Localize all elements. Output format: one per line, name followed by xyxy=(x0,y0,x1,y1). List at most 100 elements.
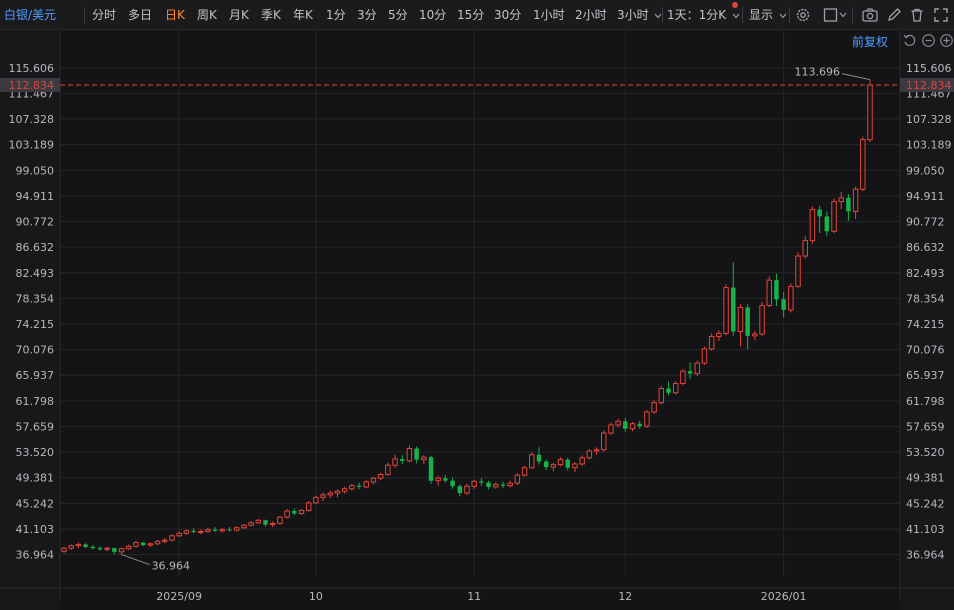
candle-body-down xyxy=(479,481,484,483)
candle-body-up xyxy=(313,496,319,504)
candle-body-up xyxy=(241,524,247,529)
settings-icon[interactable] xyxy=(794,6,812,24)
x-tick-label: 2025/09 xyxy=(156,590,202,603)
display-menu[interactable]: 显示 xyxy=(749,0,787,30)
candle-body-up xyxy=(550,464,557,468)
zoom-out-icon[interactable] xyxy=(921,33,936,48)
candle-body-up xyxy=(795,255,801,287)
candle-body-down xyxy=(227,529,232,531)
period-tab-11[interactable]: 10分 xyxy=(419,8,447,22)
candle-body-down xyxy=(731,287,736,332)
period-tab-15[interactable]: 2小时 xyxy=(575,8,607,22)
candle-body-down xyxy=(356,485,362,487)
y-tick-label-left: 86.632 xyxy=(16,241,55,254)
candle-body-down xyxy=(565,459,570,468)
square-icon[interactable] xyxy=(822,6,840,24)
period-tab-16-label: 3小时 xyxy=(617,8,649,22)
candle-body-up xyxy=(435,477,441,482)
candle-body-down xyxy=(824,216,830,232)
period-select[interactable]: 1天：1分K xyxy=(667,0,740,30)
candle-body-up xyxy=(658,387,665,404)
period-tab-13[interactable]: 30分 xyxy=(494,8,522,22)
price-chart[interactable]: 115.606 115.606 111.467 111.467 107.328 107.3… xyxy=(0,31,954,610)
current-price-label-left: 112.834 xyxy=(9,79,55,92)
period-tab-16[interactable]: 3小时 xyxy=(617,0,662,30)
trash-icon[interactable] xyxy=(908,6,926,24)
adjust-mode-button[interactable]: 前复权 xyxy=(852,35,889,49)
toolbar-divider xyxy=(789,7,790,23)
period-tab-5[interactable]: 月K xyxy=(229,8,249,22)
candle-body-up xyxy=(615,420,621,426)
candle-body-up xyxy=(392,458,398,466)
period-tab-9[interactable]: 3分 xyxy=(357,8,377,22)
candle-body-up xyxy=(644,411,650,427)
y-tick-label-right: 57.659 xyxy=(906,420,945,433)
candle-body-up xyxy=(154,540,161,545)
symbol-selector[interactable]: 白银/美元 xyxy=(4,0,56,30)
period-tab-12[interactable]: 15分 xyxy=(457,8,485,22)
y-tick-label-right: 103.189 xyxy=(906,139,952,152)
candle-body-up xyxy=(133,542,139,547)
max-annotation-line xyxy=(841,73,871,81)
candle-body-down xyxy=(846,197,851,212)
y-tick-label-right: 70.076 xyxy=(906,344,945,357)
chevron-down-icon[interactable] xyxy=(839,12,847,18)
period-tab-6[interactable]: 季K xyxy=(261,8,281,22)
candle-body-up xyxy=(867,84,873,141)
candle-body-up xyxy=(586,450,593,459)
y-tick-label-right: 115.606 xyxy=(906,62,952,75)
fullscreen-icon[interactable] xyxy=(932,6,950,24)
candle-body-up xyxy=(759,305,765,335)
candle-body-down xyxy=(83,544,88,547)
candle-body-up xyxy=(651,402,657,413)
y-tick-label-right: 94.911 xyxy=(906,190,945,203)
candle-body-down xyxy=(90,546,96,549)
period-tab-8[interactable]: 1分 xyxy=(326,8,346,22)
candle-body-up xyxy=(680,370,686,385)
period-tab-3[interactable]: 日K xyxy=(165,8,185,22)
period-tab-4[interactable]: 周K xyxy=(197,8,217,22)
candle-body-up xyxy=(370,477,377,483)
candle-body-up xyxy=(723,287,729,334)
y-tick-label-right: 53.520 xyxy=(906,446,945,459)
candle-body-up xyxy=(269,522,276,526)
candle-body-up xyxy=(608,424,614,434)
candle-body-up xyxy=(708,335,715,350)
candle-body-up xyxy=(205,529,211,532)
y-tick-label-left: 103.189 xyxy=(9,139,55,152)
y-tick-label-right: 74.215 xyxy=(906,318,945,331)
period-tab-2[interactable]: 多日 xyxy=(128,8,153,22)
period-tab-1[interactable]: 分时 xyxy=(92,8,117,22)
y-tick-label-left: 61.798 xyxy=(16,395,55,408)
candle-body-up xyxy=(788,285,794,311)
left-axis-strip xyxy=(0,31,60,610)
candle-body-up xyxy=(284,510,290,518)
y-tick-label-right: 36.964 xyxy=(906,549,945,562)
candle-body-up xyxy=(320,494,326,498)
chevron-down-icon xyxy=(779,13,787,18)
y-tick-label-right: 61.798 xyxy=(906,395,945,408)
display-label: 显示 xyxy=(749,8,774,22)
candle-body-up xyxy=(672,383,679,394)
y-tick-label-left: 65.937 xyxy=(16,369,55,382)
period-tab-10[interactable]: 5分 xyxy=(388,8,408,22)
camera-icon[interactable] xyxy=(861,6,879,24)
x-tick-label: 10 xyxy=(309,590,323,603)
y-tick-label-left: 74.215 xyxy=(16,318,55,331)
zoom-in-icon[interactable] xyxy=(939,33,954,48)
y-tick-label-right: 41.103 xyxy=(906,523,945,536)
candle-body-up xyxy=(198,530,204,533)
max-price-label: 113.696 xyxy=(795,66,841,79)
pen-icon[interactable] xyxy=(885,6,903,24)
right-axis-strip xyxy=(900,31,954,610)
undo-icon[interactable] xyxy=(902,33,917,48)
candle-body-up xyxy=(248,522,254,526)
candle-body-up xyxy=(162,539,168,542)
candle-body-down xyxy=(687,371,693,374)
candle-body-up xyxy=(341,488,348,492)
period-tab-14[interactable]: 1小时 xyxy=(533,8,565,22)
period-tab-7[interactable]: 年K xyxy=(293,8,313,22)
chevron-down-icon xyxy=(732,13,740,18)
candle-body-up xyxy=(406,447,413,462)
